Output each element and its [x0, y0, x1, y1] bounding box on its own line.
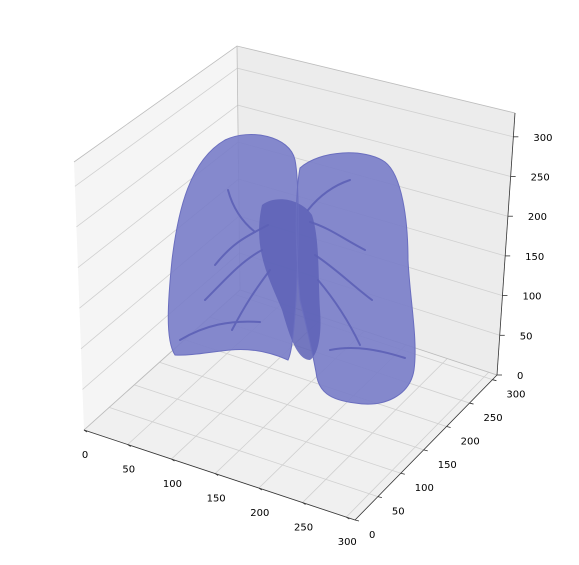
y-tick-label: 50	[392, 507, 405, 518]
back-pane-left	[74, 46, 240, 430]
z-tick-label: 0	[517, 371, 523, 382]
y-tick-mark	[423, 449, 428, 452]
y-tick-label: 0	[369, 530, 375, 541]
z-tick-label: 50	[520, 331, 533, 342]
y-tick-label: 150	[438, 460, 457, 471]
left-lung	[296, 152, 416, 405]
x-tick-mark	[127, 444, 131, 447]
y-tick-mark	[377, 496, 383, 499]
x-tick-label: 250	[294, 523, 313, 534]
z-tick-label: 150	[525, 252, 544, 263]
y-tick-label: 200	[461, 436, 480, 447]
x-tick-mark	[346, 516, 350, 520]
z-tick-label: 200	[528, 212, 547, 223]
x-tick-mark	[302, 502, 306, 505]
x-tick-label: 0	[82, 450, 88, 461]
x-tick-label: 150	[207, 494, 226, 505]
x-grid-line	[345, 371, 489, 518]
y-tick-mark	[469, 402, 474, 405]
lung-surface	[167, 133, 416, 405]
x-tick-label: 100	[163, 479, 182, 490]
z-tick-label: 100	[522, 292, 541, 303]
y-tick-label: 100	[415, 483, 434, 494]
y-tick-mark	[354, 519, 360, 522]
y-grid-line	[109, 407, 379, 497]
x-grid-line	[302, 358, 448, 503]
y-tick-label: 250	[484, 413, 503, 424]
x-tick-label: 200	[250, 508, 269, 519]
tick-marks: 0 50 100 150 200 250 300 0 50 100 150 200 250 300 0 50 1…	[82, 133, 553, 548]
x-tick-mark	[171, 458, 175, 462]
axis-lines	[83, 112, 516, 521]
y-tick-mark	[492, 379, 497, 382]
y-grid-line	[134, 384, 401, 474]
z-grid-line	[76, 104, 238, 228]
z-tick-label: 250	[531, 173, 550, 184]
x-tick-mark	[258, 487, 263, 491]
x-tick-label: 300	[338, 537, 357, 548]
x-tick-mark	[83, 429, 88, 433]
x-tick-mark	[214, 473, 219, 476]
y-tick-mark	[446, 426, 451, 428]
z-tick-label: 300	[533, 133, 552, 144]
x-tick-label: 50	[122, 465, 135, 476]
y-axis-line	[354, 374, 498, 521]
y-grid-line	[184, 339, 447, 427]
z-axis-line	[496, 112, 516, 376]
y-tick-label: 300	[506, 390, 525, 401]
z-grid-line	[237, 67, 514, 138]
y-grid-line	[159, 361, 424, 451]
z-grid-line	[74, 67, 238, 187]
z-grid-line	[237, 104, 511, 177]
y-tick-mark	[400, 472, 405, 475]
x-axis-line	[83, 429, 356, 521]
